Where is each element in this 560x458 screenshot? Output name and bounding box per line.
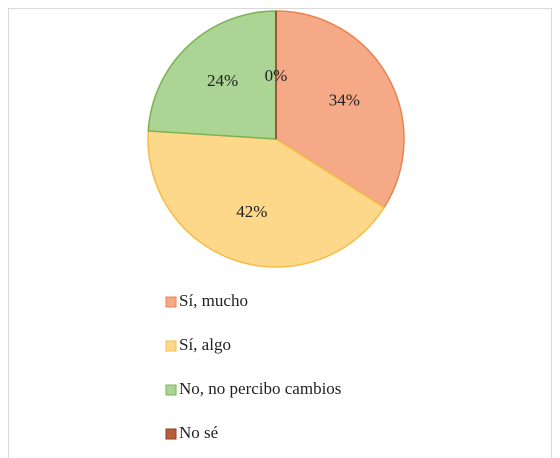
pie-slice [147, 10, 277, 140]
data-label: 34% [329, 90, 360, 109]
data-label: 24% [207, 71, 238, 90]
legend-label: No, no percibo cambios [179, 379, 341, 398]
legend-label: No sé [179, 423, 218, 442]
legend-label: Sí, mucho [179, 291, 248, 310]
legend-swatch [165, 428, 177, 440]
legend-swatch [165, 296, 177, 308]
legend-label: Sí, algo [179, 335, 231, 354]
data-label: 0% [265, 66, 288, 85]
pie-slice [147, 130, 386, 268]
legend-swatch [165, 340, 177, 352]
legend-swatch [165, 384, 177, 396]
data-label: 42% [236, 202, 267, 221]
